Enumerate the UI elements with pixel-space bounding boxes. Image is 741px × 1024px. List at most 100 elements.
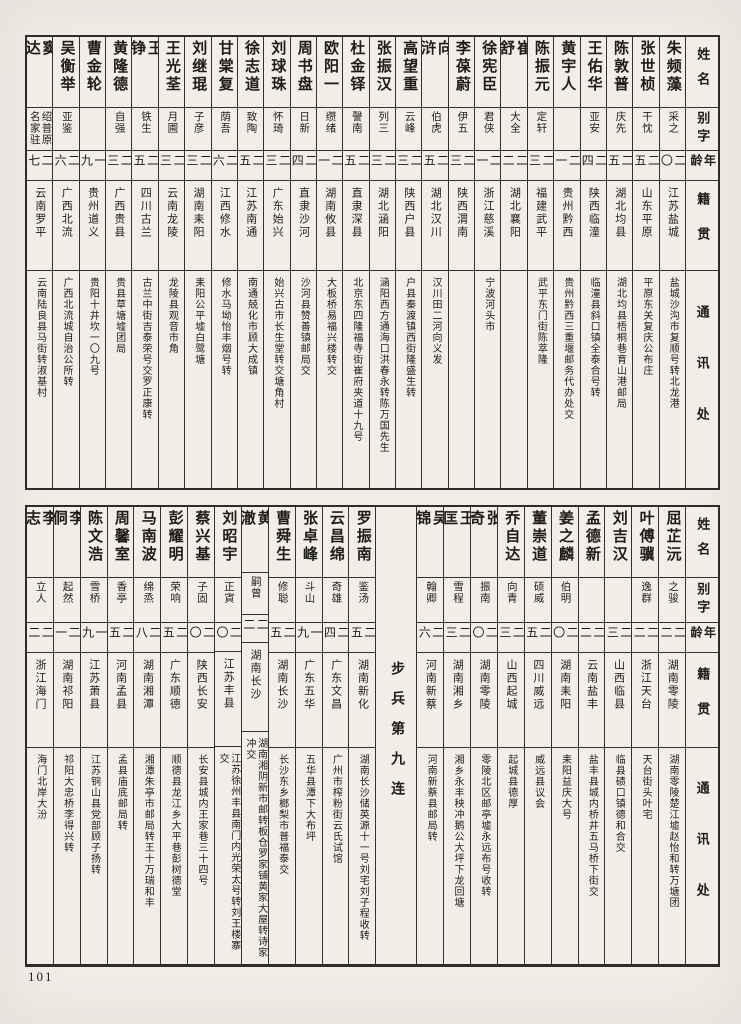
person-origin-text: 贵州道义 <box>86 187 99 239</box>
person-age-text: 二四 <box>322 626 349 639</box>
person-origin-text: 江苏南通 <box>244 187 257 239</box>
person-courtesy-text: 雪程 <box>451 581 463 604</box>
person-name: 乔自达 <box>498 507 524 577</box>
person-age-text: 二二 <box>632 626 659 639</box>
person-courtesy-text: 绵烝 <box>142 581 154 604</box>
person-origin: 湖南新化 <box>349 652 376 747</box>
person-age-text: 二〇 <box>188 626 214 639</box>
person-origin-text: 湖北汉川 <box>429 187 442 239</box>
person-contact-text: 南通兢化市顾大成镇 <box>245 277 257 376</box>
person-courtesy: 大全 <box>501 107 527 150</box>
person-age-text: 二三 <box>106 154 132 167</box>
page-number: 101 <box>28 969 54 984</box>
person-courtesy: 自强 <box>106 107 132 150</box>
person-contact-text: 户县秦渡镇西街隆盛生转 <box>403 277 415 398</box>
person-column: 崔舒 大全 二二 湖北襄阳 <box>500 37 527 488</box>
person-column: 马南波 绵烝 二八 湖南湘潭 湘潭朱亭市邮局转王十万瑞和丰 <box>133 507 161 964</box>
person-age: 二二 <box>26 622 53 652</box>
person-courtesy: 怀琦 <box>264 107 290 150</box>
person-name: 张世桢 <box>633 37 658 107</box>
person-name-text: 曹舜生 <box>274 510 291 564</box>
person-origin: 浙江海门 <box>26 652 53 747</box>
person-courtesy: 绍普原名家驻 <box>27 107 53 150</box>
person-column: 王铮 铁生 二五 四川古兰 古兰中街吉泰荣号交罗正康转 <box>131 37 158 488</box>
person-contact: 始兴古市长生堂转交塘角村 <box>264 270 290 488</box>
person-age: 二二 <box>659 622 685 652</box>
person-origin-text: 湖南湘乡 <box>451 659 464 711</box>
person-contact-text: 顺德县龙江乡大平巷彭树德堂 <box>169 754 181 897</box>
header-origin-text: 籍贯 <box>695 192 711 262</box>
person-courtesy: 缵绪 <box>316 107 343 150</box>
person-origin: 陕西户县 <box>396 180 422 270</box>
person-name: 崔舒 <box>501 37 526 107</box>
person-courtesy-text: 亚安 <box>588 111 600 134</box>
person-name-text: 蔡兴基 <box>193 510 210 564</box>
person-courtesy: 铁生 <box>132 107 158 150</box>
person-contact: 大板桥易福兴楼转交 <box>316 270 343 488</box>
person-courtesy-text: 荣响 <box>169 581 181 604</box>
person-column: 李葆蔚 伊五 二三 陕西渭南 <box>447 37 475 488</box>
person-origin-text: 广东五华 <box>302 659 315 711</box>
person-courtesy: 列三 <box>369 107 396 150</box>
person-age: 二三 <box>264 150 290 180</box>
person-courtesy: 伊五 <box>448 107 475 150</box>
person-age: 二五 <box>633 150 659 180</box>
person-name-text: 窦达 <box>27 40 53 75</box>
person-origin: 山东平原 <box>633 180 659 270</box>
person-origin-text: 陕西临潼 <box>587 187 600 239</box>
person-contact-text: 北京东四隆福寺街崔府夹道十九号 <box>350 277 362 442</box>
person-origin-text: 四川威远 <box>531 659 544 711</box>
person-age: 二五 <box>132 150 158 180</box>
person-age: 二八 <box>134 622 161 652</box>
person-courtesy: 君侠 <box>475 107 501 150</box>
person-contact: 贵阳十井坎一〇九号 <box>79 270 106 488</box>
person-column: 刘吉汉 二三 山西临县 临县碛口镇德和合交 <box>604 507 632 964</box>
person-age-text: 二三 <box>158 154 185 167</box>
person-name-text: 王光荃 <box>163 40 180 94</box>
person-courtesy-text: 云峰 <box>403 111 415 134</box>
person-age-text: 二七 <box>27 154 53 167</box>
person-courtesy: 干忱 <box>633 107 659 150</box>
person-courtesy: 雪桥 <box>80 577 107 622</box>
person-name: 罗振南 <box>349 507 375 577</box>
person-contact-text: 龙陵县观音市角 <box>166 277 178 354</box>
person-origin: 湖南零陵 <box>471 652 497 747</box>
person-age: 二六 <box>53 150 79 180</box>
person-contact: 湖南湘阴新市邮转板仓罗家铺黄家大屋转诗家冲交 <box>241 730 268 964</box>
person-courtesy: 伯虎 <box>422 107 448 150</box>
person-name: 刘昭宇 <box>215 507 241 577</box>
person-age-text: 二二 <box>578 626 605 639</box>
person-courtesy: 立人 <box>26 577 53 622</box>
person-column: 董崇道 硕威 二五 四川威远 威远县议会 <box>523 507 551 964</box>
header-name-text: 姓名 <box>695 517 711 567</box>
person-courtesy-text: 怀琦 <box>271 111 283 134</box>
person-name-text: 欧阳一 <box>322 40 339 94</box>
person-age-text: 一九 <box>80 626 107 639</box>
header-contact: 通讯处 <box>686 747 718 964</box>
person-origin: 广西北流 <box>53 180 79 270</box>
person-column: 吴锦 翰卿 二六 河南新蔡 河南新蔡县邮局转 <box>416 507 444 964</box>
person-contact-text: 湘乡永丰秧冲鹅公大坪下龙回塘 <box>451 754 463 908</box>
person-courtesy-text: 月圃 <box>166 111 178 134</box>
person-contact-text: 武平东门街陈萃隆 <box>535 277 547 365</box>
person-courtesy-text: 大全 <box>509 111 521 134</box>
person-age: 二一 <box>53 622 80 652</box>
person-courtesy: 正寊 <box>215 576 241 622</box>
person-name-text: 黄隆德 <box>111 40 128 94</box>
person-contact: 长沙东乡榔梨市普福泰交 <box>268 747 295 964</box>
person-age: 二一 <box>554 150 580 180</box>
person-column: 李侗 起然 二一 湖南祁阳 祁阳大忠桥李得兴转 <box>52 507 80 964</box>
header-courtesy: 别字 <box>686 577 718 622</box>
person-courtesy-text: 逸群 <box>640 581 652 604</box>
person-age: 二四 <box>290 150 316 180</box>
person-age-text: 一九 <box>295 626 322 639</box>
person-age: 二三 <box>369 150 396 180</box>
person-contact: 江苏徐州丰县南门内光荣太号转刘王楼寨交 <box>215 745 241 964</box>
person-courtesy-text: 君侠 <box>482 111 494 134</box>
person-contact: 海门北岸大汾 <box>26 747 53 964</box>
person-name-text: 李侗 <box>53 510 80 545</box>
person-contact <box>501 270 527 488</box>
person-origin-text: 四川古兰 <box>139 187 152 239</box>
person-age-text: 二五 <box>343 154 369 167</box>
person-name-text: 乔自达 <box>503 510 520 564</box>
